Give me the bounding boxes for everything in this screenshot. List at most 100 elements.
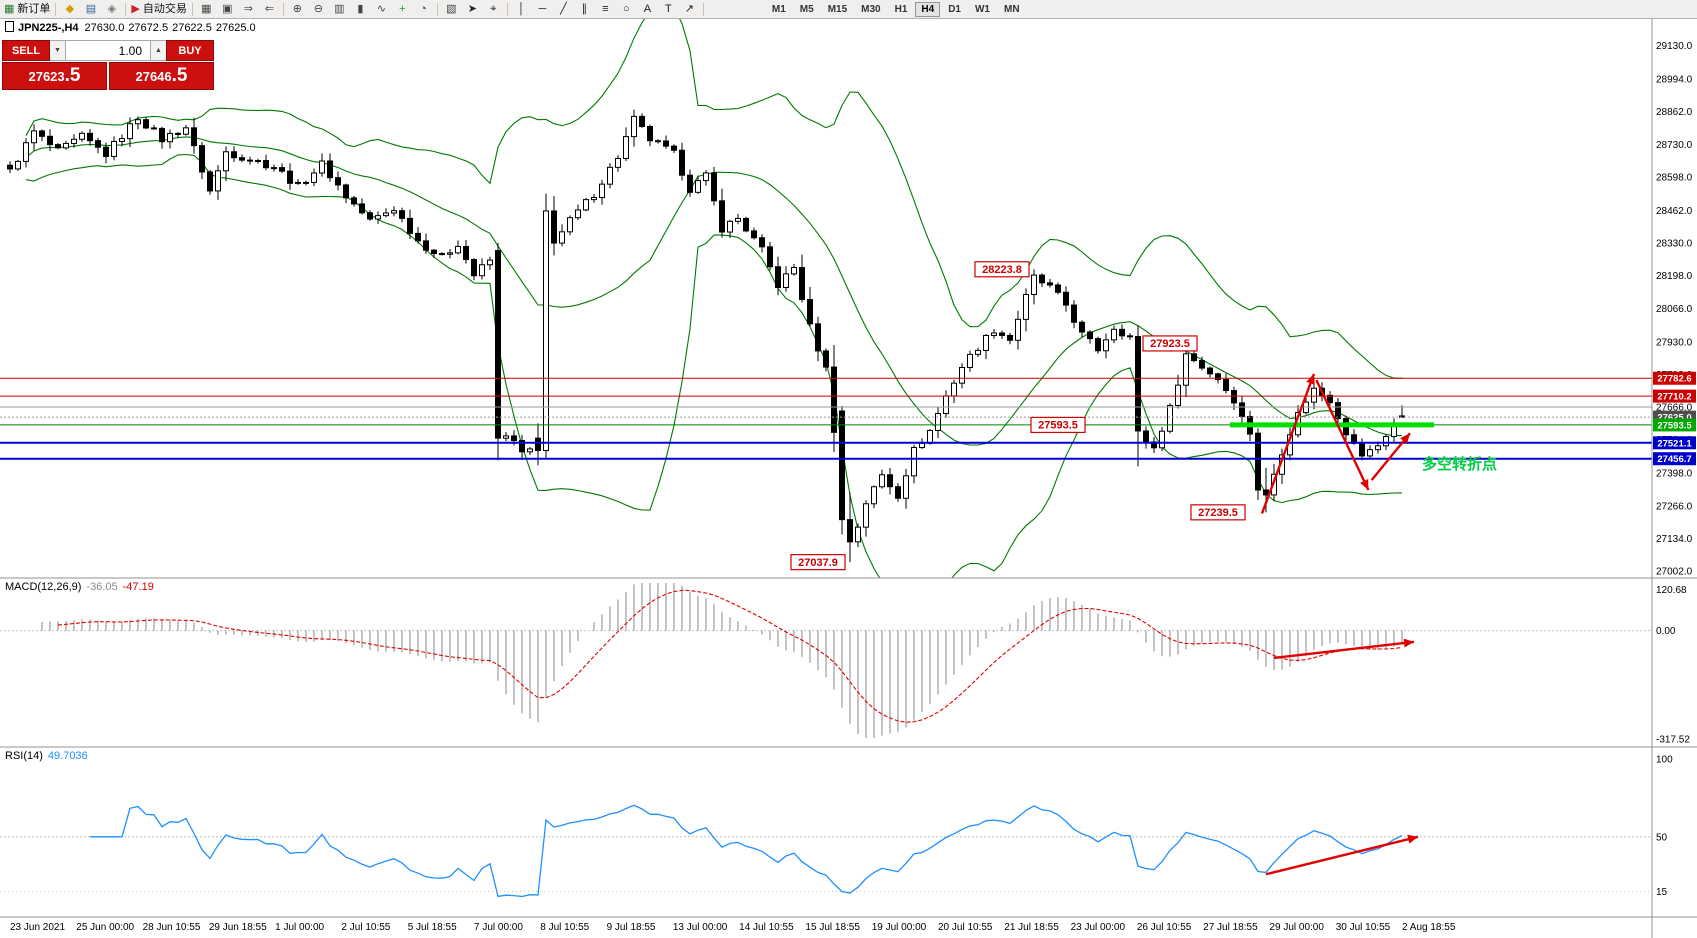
chart-shift-icon: ⇒ — [243, 3, 253, 15]
rsi-indicator-label: RSI(14) 49.7036 — [5, 750, 88, 762]
cascade-windows-icon: ▣ — [222, 3, 233, 15]
time-label: 23 Jul 00:00 — [1070, 922, 1126, 933]
timeframe-d1-button[interactable]: D1 — [948, 3, 961, 15]
time-label: 30 Jul 10:55 — [1335, 922, 1391, 933]
timeframe-m1-button[interactable]: M1 — [771, 3, 786, 15]
time-label: 25 Jun 00:00 — [76, 922, 135, 933]
volume-increase-button[interactable]: ▲ — [151, 40, 166, 61]
buy-price-main: 27646 — [135, 69, 172, 84]
bar-chart-icon-button[interactable]: ▥ — [329, 1, 350, 17]
volume-decrease-button[interactable]: ▼ — [50, 40, 65, 61]
sell-price-display[interactable]: 27623.5 — [2, 62, 107, 90]
text-label-icon-button[interactable]: T — [658, 1, 679, 17]
shapes-icon: ○ — [623, 3, 630, 15]
horizontal-lines[interactable] — [0, 377, 1652, 460]
macd-signal-value: -47.19 — [122, 581, 154, 593]
fibonacci-icon: ≡ — [602, 3, 609, 15]
timeframe-h4-button[interactable]: H4 — [915, 1, 941, 17]
arrow-tools-icon-button[interactable]: ↗ — [679, 1, 700, 17]
svg-text:120.68: 120.68 — [1656, 585, 1687, 596]
svg-text:15: 15 — [1656, 887, 1668, 898]
time-label: 2 Aug 18:55 — [1402, 922, 1456, 933]
toolbar-separator — [702, 2, 704, 16]
price-callouts: 28223.8 27923.5 27593.5 27239.5 27037.9 — [790, 261, 1246, 571]
buy-price-display[interactable]: 27646.5 — [109, 62, 214, 90]
svg-text:27923.5: 27923.5 — [1150, 338, 1190, 350]
sell-button[interactable]: SELL — [2, 40, 50, 61]
time-label: 2 Jul 10:55 — [341, 922, 391, 933]
time-label: 1 Jul 00:00 — [275, 922, 325, 933]
svg-text:28462.0: 28462.0 — [1656, 206, 1693, 217]
buy-button[interactable]: BUY — [166, 40, 214, 61]
line-chart-icon-button[interactable]: ∿ — [371, 1, 392, 17]
auto-scroll-icon-button[interactable]: ⇐ — [259, 1, 280, 17]
vertical-line-icon-button[interactable]: │ — [511, 1, 532, 17]
shapes-icon-button[interactable]: ○ — [616, 1, 637, 17]
timeframe-w1-button[interactable]: W1 — [974, 3, 990, 15]
time-label: 5 Jul 18:55 — [407, 922, 457, 933]
zoom-out-icon-button[interactable]: ⊖ — [308, 1, 329, 17]
timeframe-mn-button[interactable]: MN — [1003, 3, 1020, 15]
add-indicator-icon: + — [399, 3, 406, 15]
svg-text:27593.5: 27593.5 — [1657, 420, 1692, 431]
svg-text:28598.0: 28598.0 — [1656, 172, 1693, 183]
time-label: 13 Jul 00:00 — [672, 922, 728, 933]
price-axis[interactable]: 29130.0 28994.0 28862.0 28730.0 28598.0 28462… — [0, 18, 1697, 938]
rsi-panel — [0, 804, 1652, 898]
marketwatch-icon: ◆ — [65, 3, 75, 15]
timeframe-m5-button[interactable]: M5 — [799, 3, 814, 15]
new-order-button[interactable]: ▦ 新订单 — [2, 1, 52, 17]
svg-text:28330.0: 28330.0 — [1656, 239, 1693, 250]
cascade-windows-icon-button[interactable]: ▣ — [217, 1, 238, 17]
trendline-icon-button[interactable]: ╱ — [553, 1, 574, 17]
timeframe-h1-button[interactable]: H1 — [894, 3, 908, 15]
data-window-icon: ▤ — [85, 3, 97, 15]
period-icon: ◔ — [420, 3, 427, 15]
channel-icon-button[interactable]: ∥ — [574, 1, 595, 17]
chart-shift-icon-button[interactable]: ⇒ — [238, 1, 259, 17]
toolbar-separator — [125, 2, 127, 16]
marketwatch-icon-button[interactable]: ◆ — [59, 1, 80, 17]
buy-price-frac: .5 — [171, 65, 188, 86]
zoom-in-icon-button[interactable]: ⊕ — [287, 1, 308, 17]
text-icon-button[interactable]: A — [637, 1, 658, 17]
ohlc-open: 27630.0 — [84, 22, 125, 34]
templates-icon-button[interactable]: ▧ — [441, 1, 462, 17]
volume-input[interactable]: 1.00 — [65, 40, 151, 61]
turning-point-annotation: 多空转折点 — [1422, 455, 1498, 473]
toolbar-separator — [506, 2, 508, 16]
add-indicator-icon-button[interactable]: + — [392, 1, 413, 17]
tile-windows-icon-button[interactable]: ▦ — [196, 1, 217, 17]
macd-main-value: -36.05 — [86, 581, 118, 593]
autotrading-button[interactable]: ▶ 自动交易 — [129, 1, 188, 17]
timeframe-m30-button[interactable]: M30 — [861, 3, 881, 15]
horizontal-line-icon-button[interactable]: ─ — [532, 1, 553, 17]
svg-text:27239.5: 27239.5 — [1198, 507, 1238, 519]
svg-text:0.00: 0.00 — [1656, 626, 1676, 637]
crosshair-icon-button[interactable]: ⌖ — [483, 1, 504, 17]
timeframe-m15-button[interactable]: M15 — [827, 3, 848, 15]
svg-text:28862.0: 28862.0 — [1656, 107, 1693, 118]
auto-scroll-icon: ⇐ — [264, 3, 274, 15]
svg-text:28730.0: 28730.0 — [1656, 140, 1693, 151]
ohlc-high: 27672.5 — [128, 22, 169, 34]
period-icon-button[interactable]: ◔ — [413, 1, 434, 17]
toolbar-separator — [191, 2, 193, 16]
candlestick-chart-icon-button[interactable]: ▮ — [350, 1, 371, 17]
horizontal-line-icon: ─ — [538, 3, 547, 15]
svg-text:28066.0: 28066.0 — [1656, 304, 1693, 315]
navigator-icon-button[interactable]: ◈ — [101, 1, 122, 17]
rsi-title: RSI(14) — [5, 750, 43, 762]
time-label: 29 Jul 00:00 — [1269, 922, 1324, 933]
svg-text:27037.9: 27037.9 — [798, 557, 838, 569]
vertical-line-icon: │ — [517, 3, 525, 15]
time-label: 7 Jul 00:00 — [474, 922, 523, 933]
svg-text:28994.0: 28994.0 — [1656, 75, 1693, 86]
cursor-icon-button[interactable]: ➤ — [462, 1, 483, 17]
time-label: 29 Jun 18:55 — [208, 922, 267, 933]
templates-icon: ▧ — [446, 3, 457, 15]
fibonacci-icon-button[interactable]: ≡ — [595, 1, 616, 17]
data-window-icon-button[interactable]: ▤ — [80, 1, 101, 17]
